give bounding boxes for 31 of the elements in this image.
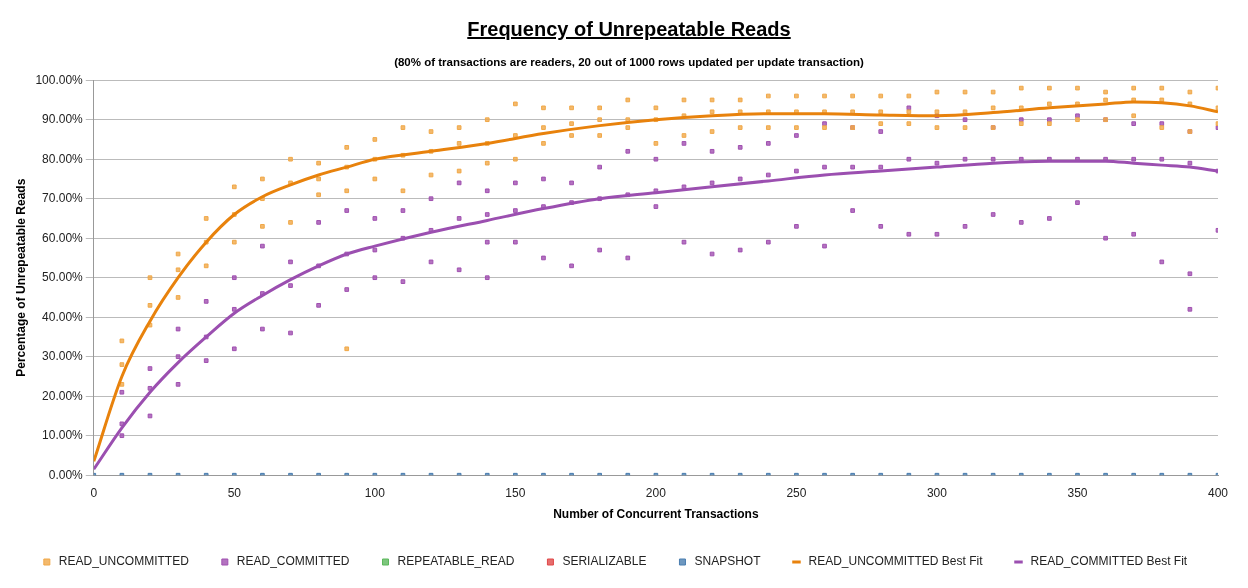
y-tick-label: 40.00%: [42, 309, 84, 324]
x-axis-title: Number of Concurrent Transactions: [553, 507, 759, 522]
legend-label: READ_UNCOMMITTED Best Fit: [808, 554, 984, 569]
y-tick-label: 0.00%: [48, 467, 84, 482]
chart-title: Frequency of Unrepeatable Reads: [466, 18, 792, 41]
legend-label: READ_UNCOMMITTED: [58, 554, 190, 569]
y-tick-label: 60.00%: [42, 230, 84, 245]
x-tick-label: 350: [1067, 485, 1088, 500]
y-tick-label: 100.00%: [35, 72, 84, 87]
x-tick-label: 200: [645, 485, 667, 500]
y-tick-label: 30.00%: [42, 349, 84, 364]
y-tick-label: 10.00%: [42, 428, 84, 443]
y-axis-title: Percentage of Unrepeatable Reads: [13, 178, 28, 377]
y-tick-label: 90.00%: [42, 112, 84, 127]
legend-label: READ_COMMITTED: [236, 554, 350, 569]
x-tick-label: 100: [364, 485, 386, 500]
x-tick-label: 150: [505, 485, 526, 500]
legend-label: READ_COMMITTED Best Fit: [1030, 554, 1188, 569]
x-tick-label: 0: [90, 485, 98, 500]
legend-label: SNAPSHOT: [694, 554, 762, 569]
legend-label: SERIALIZABLE: [562, 554, 647, 569]
y-tick-label: 70.00%: [42, 191, 84, 206]
x-tick-label: 50: [227, 485, 242, 500]
x-tick-label: 300: [926, 485, 948, 500]
y-tick-label: 80.00%: [42, 151, 84, 166]
chart-subtitle: (80% of transactions are readers, 20 out of 1000 rows updated per update transaction): [393, 56, 865, 68]
x-tick-label: 400: [1207, 485, 1229, 500]
y-tick-label: 20.00%: [42, 388, 84, 403]
x-tick-label: 250: [786, 485, 807, 500]
legend-label: REPEATABLE_READ: [397, 554, 515, 569]
y-tick-label: 50.00%: [42, 270, 84, 285]
